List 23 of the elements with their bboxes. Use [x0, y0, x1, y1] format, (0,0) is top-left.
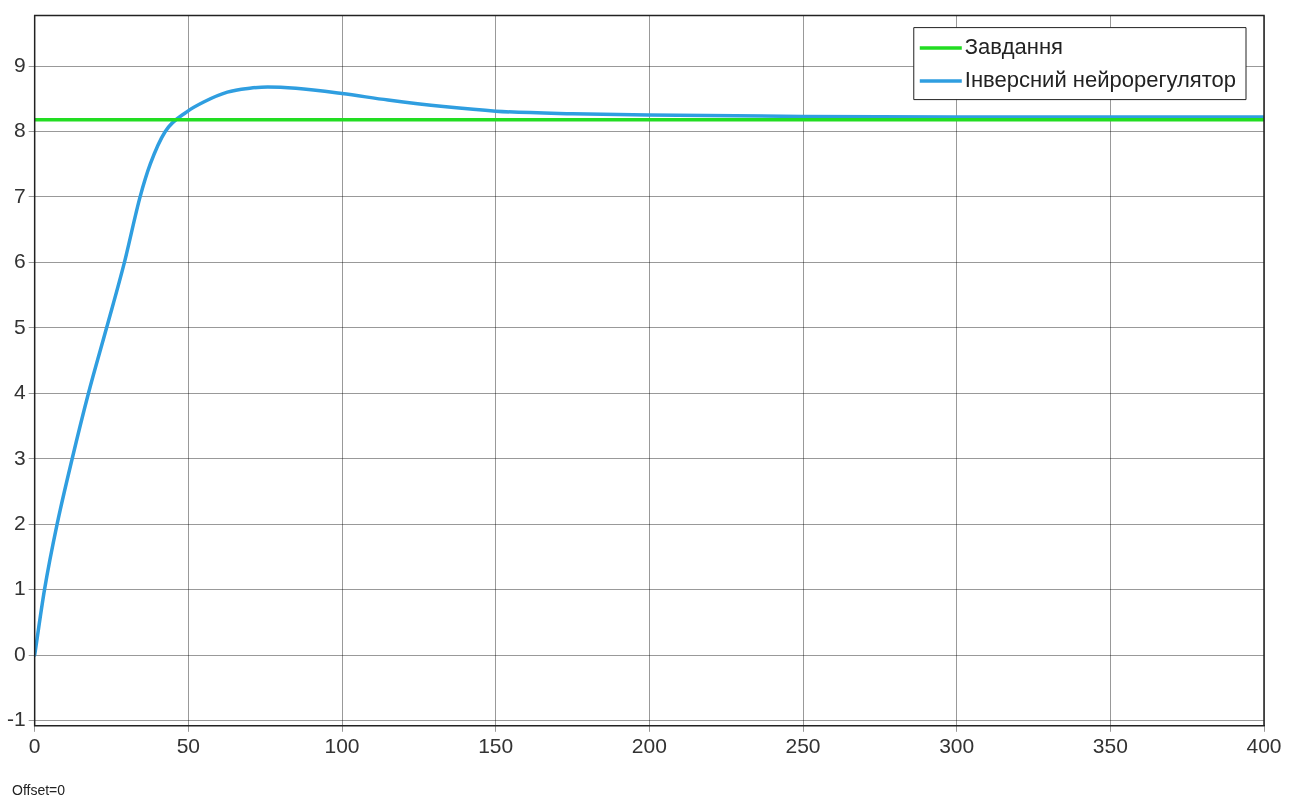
x-tick-label: 0 — [28, 734, 41, 758]
y-tick-label: 7 — [13, 183, 26, 207]
x-tick-label: 150 — [478, 734, 514, 758]
legend-label: Завдання — [964, 34, 1064, 60]
x-tick-label: 350 — [1092, 734, 1128, 758]
y-tick-label: 3 — [13, 445, 26, 469]
y-tick-label: 5 — [13, 314, 26, 338]
x-tick-label: 300 — [939, 734, 975, 758]
x-tick-label: 200 — [631, 734, 667, 758]
y-tick-label: -1 — [6, 707, 26, 731]
y-tick-label: 6 — [13, 249, 26, 273]
x-tick-label: 400 — [1246, 734, 1282, 758]
y-tick-label: 0 — [13, 641, 26, 665]
y-tick-label: 2 — [13, 510, 26, 534]
text: Offset=0 — [12, 782, 66, 798]
y-tick-label: 4 — [13, 380, 26, 404]
y-tick-label: 8 — [13, 118, 26, 142]
legend-label: Інверсний нейрорегулятор — [964, 67, 1236, 93]
x-tick-label: 50 — [176, 734, 201, 758]
y-tick-label: 9 — [13, 52, 26, 76]
x-tick-label: 250 — [785, 734, 821, 758]
y-tick-label: 1 — [13, 576, 26, 600]
x-tick-label: 100 — [324, 734, 360, 758]
